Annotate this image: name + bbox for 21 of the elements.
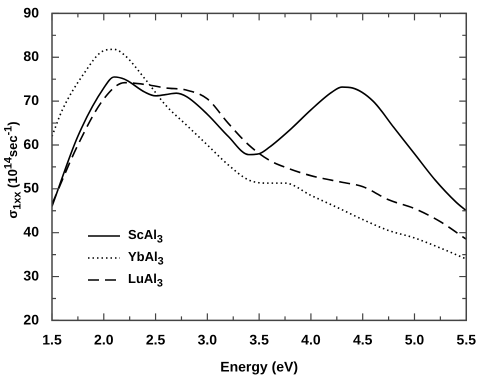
y-tick-label: 30 <box>23 267 40 284</box>
x-tick-label: 2.5 <box>146 332 166 348</box>
legend-label: LuAl$_{3}$ <box>128 270 163 290</box>
x-tick-label: 1.5 <box>42 332 62 348</box>
legend-label: YbAl$_{3}$ <box>128 248 164 268</box>
x-tick-label: 3.5 <box>249 332 270 348</box>
y-tick-label: 50 <box>23 180 40 196</box>
y-tick-label: 20 <box>23 311 40 328</box>
y-tick-label: 80 <box>23 48 40 64</box>
x-tick-label: 2.0 <box>94 332 114 348</box>
y-tick-label: 60 <box>23 136 40 152</box>
x-tick-label: 5.0 <box>404 332 424 348</box>
x-axis-title: Energy (eV) <box>220 358 298 374</box>
legend-label: ScAl$_{3}$ <box>128 226 163 246</box>
x-tick-label: 4.0 <box>301 332 321 348</box>
y-tick-label: 90 <box>23 4 40 20</box>
x-tick-label: 5.5 <box>456 332 476 348</box>
x-tick-label: 3.0 <box>198 332 218 348</box>
y-tick-label: 40 <box>23 224 40 240</box>
y-tick-label: 70 <box>23 92 40 108</box>
x-tick-label: 4.5 <box>352 332 373 348</box>
